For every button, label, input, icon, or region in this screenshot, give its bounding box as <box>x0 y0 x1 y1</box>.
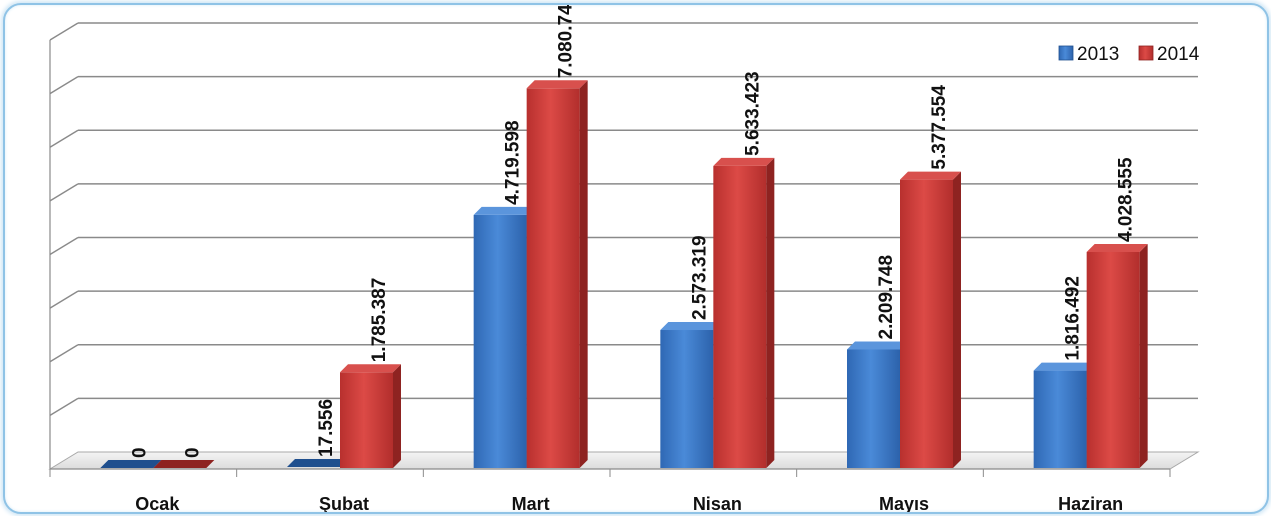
bar-front <box>1086 251 1140 468</box>
legend-label-2013: 2013 <box>1077 44 1119 65</box>
bar-top <box>1033 362 1095 371</box>
data-label: 4.719.598 <box>503 120 524 205</box>
bar-front <box>660 330 714 468</box>
bar-top <box>287 459 348 468</box>
data-label: 1.816.492 <box>1063 276 1084 361</box>
legend-label-2014: 2014 <box>1157 44 1200 65</box>
data-label: 0 <box>129 447 150 458</box>
bar-top <box>340 364 401 373</box>
bar-top <box>900 171 961 180</box>
bar-front <box>713 165 767 468</box>
bar-top <box>473 206 535 215</box>
gridline-depth <box>49 344 79 363</box>
category-label: Nisan <box>693 494 742 514</box>
gridline-depth <box>49 22 79 41</box>
data-label: 2.573.319 <box>689 235 710 320</box>
data-label: 5.633.423 <box>742 71 763 156</box>
bar-2013-Haziran <box>1033 362 1095 468</box>
bar-front <box>473 214 527 468</box>
bar-chart: 0 0 17.556 1.785.387 4.719.598 7.080.740 2.573… <box>48 5 1200 514</box>
category-label: Haziran <box>1058 494 1123 514</box>
bar-2014-Ocak <box>153 460 215 468</box>
gridline-depth <box>49 236 79 256</box>
bar-side <box>953 171 961 468</box>
bar-front <box>526 88 580 468</box>
gridline-depth <box>49 76 79 95</box>
legend-swatch-2014 <box>1138 45 1154 61</box>
bar-top <box>660 322 722 331</box>
bar-front <box>847 349 900 468</box>
bar-2013-Mayıs <box>847 341 908 468</box>
data-label: 4.028.555 <box>1116 157 1137 242</box>
bar-side <box>579 80 588 468</box>
bar-top <box>526 80 588 89</box>
bar-2014-Şubat <box>340 364 401 468</box>
legend: 2013 2014 <box>1058 44 1200 65</box>
bar-2013-Mart <box>473 206 535 468</box>
grid-layer <box>48 22 1200 470</box>
bar-2013-Şubat <box>287 459 348 468</box>
bar-2014-Nisan <box>713 157 775 468</box>
data-label: 2.209.748 <box>876 255 897 340</box>
bar-2014-Haziran <box>1086 243 1148 468</box>
gridline-depth <box>49 183 79 202</box>
bars-layer <box>100 80 1148 468</box>
bar-front <box>1033 370 1087 468</box>
data-label: 1.785.387 <box>369 278 390 363</box>
bar-side <box>1139 243 1148 468</box>
bar-top <box>1086 243 1148 252</box>
chart-frame: 0 0 17.556 1.785.387 4.719.598 7.080.740 2.573… <box>3 3 1269 514</box>
bar-side <box>766 157 775 468</box>
bar-top <box>100 460 162 468</box>
axis-layer: Ocak Şubat Mart Nisan Mayıs Haziran <box>49 468 1171 514</box>
category-label: Ocak <box>135 494 180 514</box>
gridline-depth <box>49 397 79 416</box>
legend-swatch-2013 <box>1058 45 1074 61</box>
bar-top <box>847 341 908 350</box>
labels-layer: 0 0 17.556 1.785.387 4.719.598 7.080.740 2.573… <box>129 5 1136 458</box>
data-label: 5.377.554 <box>929 85 950 170</box>
bar-2014-Mart <box>526 80 588 468</box>
category-label: Mayıs <box>879 494 929 514</box>
data-label: 7.080.740 <box>556 5 577 78</box>
bar-2013-Nisan <box>660 322 722 468</box>
data-label: 17.556 <box>316 399 337 457</box>
bar-2013-Ocak <box>100 460 162 468</box>
category-label: Mart <box>512 494 550 514</box>
bar-front <box>900 179 953 468</box>
bar-top <box>713 157 775 166</box>
category-label: Şubat <box>319 494 369 514</box>
gridline-depth <box>49 290 79 309</box>
gridline-depth <box>49 129 79 148</box>
data-label: 0 <box>182 447 203 458</box>
bar-2014-Mayıs <box>900 171 961 468</box>
bar-side <box>393 364 401 468</box>
floor <box>48 451 1200 470</box>
bar-top <box>153 460 215 468</box>
bar-front <box>340 372 393 468</box>
